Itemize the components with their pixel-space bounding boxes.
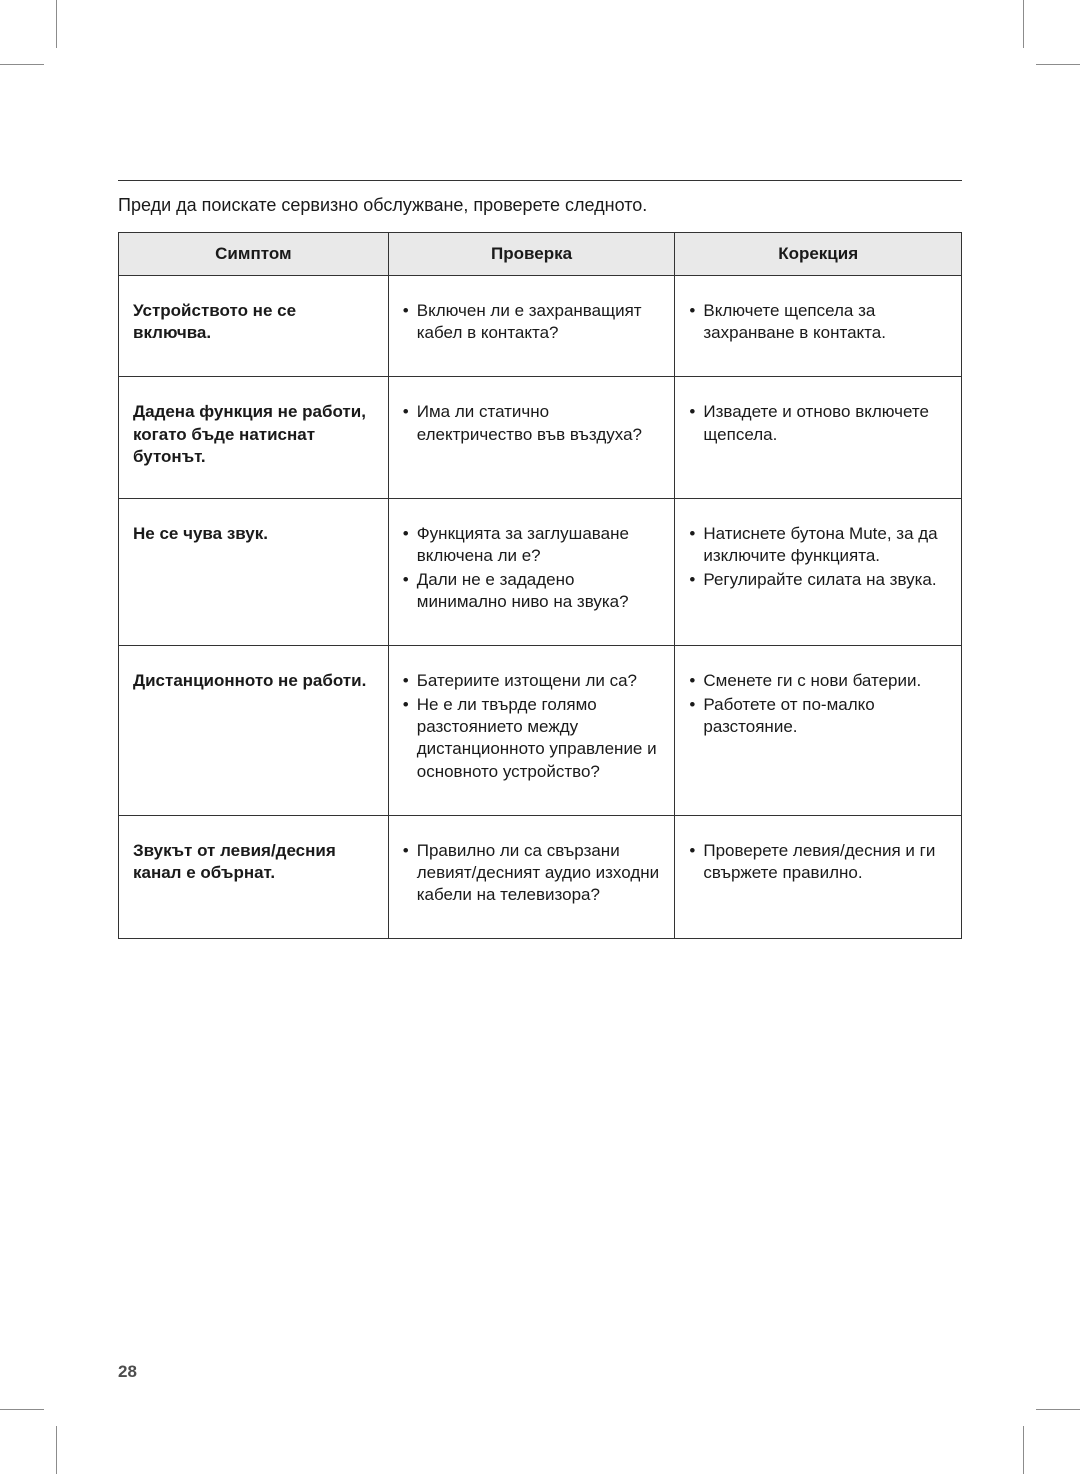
table-row: Дистанционното не работи.Батериите изтощ… <box>119 646 962 815</box>
check-item: Включен ли е захранващият кабел в контак… <box>403 300 663 344</box>
check-cell: Батериите изтощени ли са?Не е ли твърде … <box>388 646 675 815</box>
table-row: Не се чува звук.Функцията за заглушаване… <box>119 498 962 645</box>
table-row: Дадена функция не работи, когато бъде на… <box>119 377 962 498</box>
fix-item: Работете от по-малко разстояние. <box>689 694 949 738</box>
check-item: Не е ли твърде голямо разстоянието между… <box>403 694 663 782</box>
check-cell: Правилно ли са свързани левият/десният а… <box>388 815 675 938</box>
fix-cell: Сменете ги с нови батерии.Работете от по… <box>675 646 962 815</box>
col-check: Проверка <box>388 233 675 276</box>
crop-mark-icon <box>1010 0 1080 70</box>
crop-mark-icon <box>0 1404 70 1474</box>
col-fix: Корекция <box>675 233 962 276</box>
check-item: Функцията за заглушаване включена ли е? <box>403 523 663 567</box>
table-body: Устройството не се включва. Включен ли е … <box>119 276 962 939</box>
manual-page: Преди да поискате сервизно обслужване, п… <box>0 0 1080 1474</box>
crop-mark-icon <box>0 0 70 70</box>
fix-item: Извадете и отново включете щепсела. <box>689 401 949 445</box>
check-item: Батериите изтощени ли са? <box>403 670 663 692</box>
table-row: Устройството не се включва. Включен ли е … <box>119 276 962 377</box>
page-number: 28 <box>118 1362 137 1382</box>
symptom-cell: Не се чува звук. <box>119 498 389 645</box>
symptom-cell: Звукът от левия/десния канал е обърнат. <box>119 815 389 938</box>
check-cell: Функцията за заглушаване включена ли е?Д… <box>388 498 675 645</box>
fix-item: Включете щепсела за захранване в контакт… <box>689 300 949 344</box>
table-row: Звукът от левия/десния канал е обърнат.П… <box>119 815 962 938</box>
crop-mark-icon <box>1010 1404 1080 1474</box>
fix-cell: Натиснете бутона Mute, за да изключите ф… <box>675 498 962 645</box>
fix-item: Регулирайте силата на звука. <box>689 569 949 591</box>
check-item: Дали не е зададено минимално ниво на зву… <box>403 569 663 613</box>
troubleshooting-table: Симптом Проверка Корекция Устройството н… <box>118 232 962 939</box>
section-rule <box>118 180 962 181</box>
check-cell: Включен ли е захранващият кабел в контак… <box>388 276 675 377</box>
fix-item: Проверете левия/десния и ги свържете пра… <box>689 840 949 884</box>
fix-cell: Извадете и отново включете щепсела. <box>675 377 962 498</box>
fix-cell: Проверете левия/десния и ги свържете пра… <box>675 815 962 938</box>
check-cell: Има ли статично електричество във въздух… <box>388 377 675 498</box>
check-item: Правилно ли са свързани левият/десният а… <box>403 840 663 906</box>
fix-item: Натиснете бутона Mute, за да изключите ф… <box>689 523 949 567</box>
symptom-cell: Дадена функция не работи, когато бъде на… <box>119 377 389 498</box>
table-header-row: Симптом Проверка Корекция <box>119 233 962 276</box>
col-symptom: Симптом <box>119 233 389 276</box>
check-item: Има ли статично електричество във въздух… <box>403 401 663 445</box>
fix-item: Сменете ги с нови батерии. <box>689 670 949 692</box>
fix-cell: Включете щепсела за захранване в контакт… <box>675 276 962 377</box>
intro-text: Преди да поискате сервизно обслужване, п… <box>118 193 962 218</box>
symptom-cell: Дистанционното не работи. <box>119 646 389 815</box>
symptom-cell: Устройството не се включва. <box>119 276 389 377</box>
